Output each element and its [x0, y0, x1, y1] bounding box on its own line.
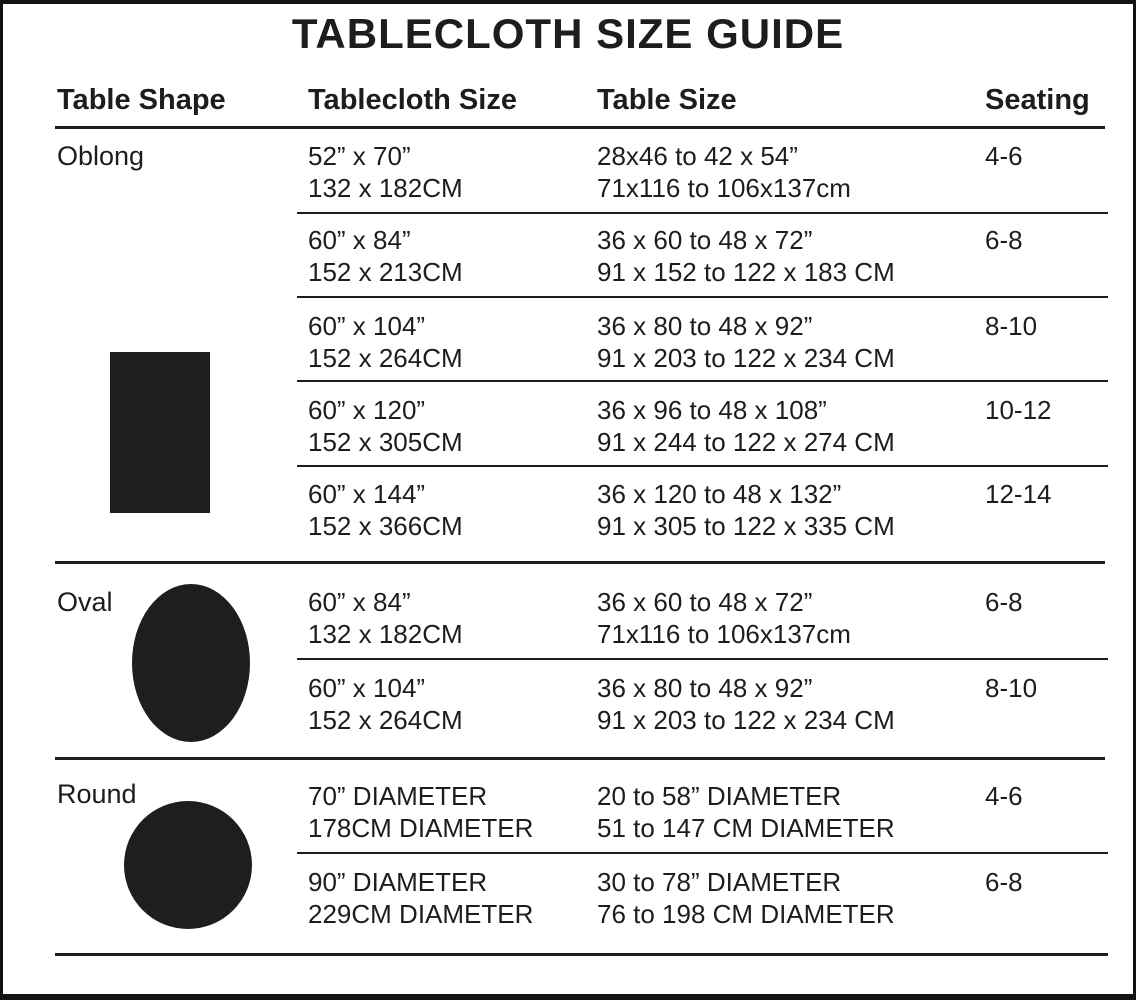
table-size-inches: 36 x 60 to 48 x 72” — [597, 587, 813, 617]
table-row-round-1: 70” DIAMETER 178CM DIAMETER 20 to 58” DI… — [0, 780, 1136, 844]
tablecloth-size-cm: 132 x 182CM — [308, 173, 463, 203]
row-divider — [297, 380, 1108, 382]
table-row-oval-1: 60” x 84” 132 x 182CM 36 x 60 to 48 x 72… — [0, 586, 1136, 650]
header-divider — [55, 126, 1105, 129]
oval-ellipse-shape — [132, 584, 250, 742]
table-row-oblong-1: 52” x 70” 132 x 182CM 28x46 to 42 x 54” … — [0, 140, 1136, 204]
shape-label-round: Round — [57, 779, 137, 809]
table-size-cm: 91 x 305 to 122 x 335 CM — [597, 511, 895, 541]
table-size-cm: 71x116 to 106x137cm — [597, 619, 851, 649]
table-row-oblong-4: 60” x 120” 152 x 305CM 36 x 96 to 48 x 1… — [0, 394, 1136, 458]
tablecloth-size-inches: 60” x 84” — [308, 587, 411, 617]
table-size-inches: 36 x 80 to 48 x 92” — [597, 673, 813, 703]
tablecloth-size-cm: 152 x 213CM — [308, 257, 463, 287]
tablecloth-size-inches: 90” DIAMETER — [308, 867, 488, 897]
column-header-seating: Seating — [985, 84, 1090, 116]
column-header-table-size: Table Size — [597, 84, 737, 116]
tablecloth-size-cm: 178CM DIAMETER — [308, 813, 534, 843]
seating-range: 6-8 — [985, 225, 1023, 255]
tablecloth-size-inches: 60” x 104” — [308, 673, 426, 703]
seating-range: 6-8 — [985, 587, 1023, 617]
seating-range: 8-10 — [985, 673, 1038, 703]
table-size-inches: 30 to 78” DIAMETER — [597, 867, 842, 897]
table-row-oval-2: 60” x 104” 152 x 264CM 36 x 80 to 48 x 9… — [0, 672, 1136, 736]
round-circle-shape — [124, 801, 252, 929]
table-size-cm: 91 x 203 to 122 x 234 CM — [597, 343, 895, 373]
table-size-cm: 51 to 147 CM DIAMETER — [597, 813, 895, 843]
seating-range: 12-14 — [985, 479, 1052, 509]
seating-range: 6-8 — [985, 867, 1023, 897]
row-divider — [297, 658, 1108, 660]
section-divider — [55, 561, 1105, 564]
tablecloth-size-cm: 132 x 182CM — [308, 619, 463, 649]
seating-range: 4-6 — [985, 781, 1023, 811]
tablecloth-size-inches: 60” x 144” — [308, 479, 426, 509]
tablecloth-size-inches: 52” x 70” — [308, 141, 411, 171]
tablecloth-size-inches: 60” x 84” — [308, 225, 411, 255]
tablecloth-size-cm: 152 x 264CM — [308, 705, 463, 735]
column-header-table-shape: Table Shape — [57, 84, 226, 116]
table-size-cm: 76 to 198 CM DIAMETER — [597, 899, 895, 929]
seating-range: 8-10 — [985, 311, 1038, 341]
tablecloth-size-cm: 229CM DIAMETER — [308, 899, 534, 929]
table-row-oblong-5: 60” x 144” 152 x 366CM 36 x 120 to 48 x … — [0, 478, 1136, 542]
seating-range: 10-12 — [985, 395, 1052, 425]
seating-range: 4-6 — [985, 141, 1023, 171]
tablecloth-size-cm: 152 x 264CM — [308, 343, 463, 373]
row-divider — [297, 465, 1108, 467]
table-size-cm: 91 x 152 to 122 x 183 CM — [597, 257, 895, 287]
tablecloth-size-inches: 70” DIAMETER — [308, 781, 488, 811]
table-size-inches: 36 x 96 to 48 x 108” — [597, 395, 827, 425]
tablecloth-size-cm: 152 x 366CM — [308, 511, 463, 541]
bottom-divider — [55, 953, 1108, 956]
row-divider — [297, 212, 1108, 214]
table-size-cm: 71x116 to 106x137cm — [597, 173, 851, 203]
table-row-round-2: 90” DIAMETER 229CM DIAMETER 30 to 78” DI… — [0, 866, 1136, 930]
table-size-cm: 91 x 203 to 122 x 234 CM — [597, 705, 895, 735]
table-size-inches: 28x46 to 42 x 54” — [597, 141, 798, 171]
shape-label-oblong: Oblong — [57, 141, 145, 171]
row-divider — [297, 852, 1108, 854]
table-size-inches: 20 to 58” DIAMETER — [597, 781, 842, 811]
page-title: TABLECLOTH SIZE GUIDE — [291, 10, 845, 57]
shape-label-oval: Oval — [57, 587, 113, 617]
table-row-oblong-2: 60” x 84” 152 x 213CM 36 x 60 to 48 x 72… — [0, 224, 1136, 288]
table-row-oblong-3: 60” x 104” 152 x 264CM 36 x 80 to 48 x 9… — [0, 310, 1136, 374]
row-divider — [297, 296, 1108, 298]
oblong-rectangle-shape — [110, 352, 210, 513]
tablecloth-size-inches: 60” x 120” — [308, 395, 426, 425]
table-size-cm: 91 x 244 to 122 x 274 CM — [597, 427, 895, 457]
tablecloth-size-cm: 152 x 305CM — [308, 427, 463, 457]
tablecloth-size-inches: 60” x 104” — [308, 311, 426, 341]
table-size-inches: 36 x 60 to 48 x 72” — [597, 225, 813, 255]
table-size-inches: 36 x 80 to 48 x 92” — [597, 311, 813, 341]
column-header-tablecloth-size: Tablecloth Size — [308, 84, 517, 116]
table-size-inches: 36 x 120 to 48 x 132” — [597, 479, 842, 509]
section-divider — [55, 757, 1105, 760]
